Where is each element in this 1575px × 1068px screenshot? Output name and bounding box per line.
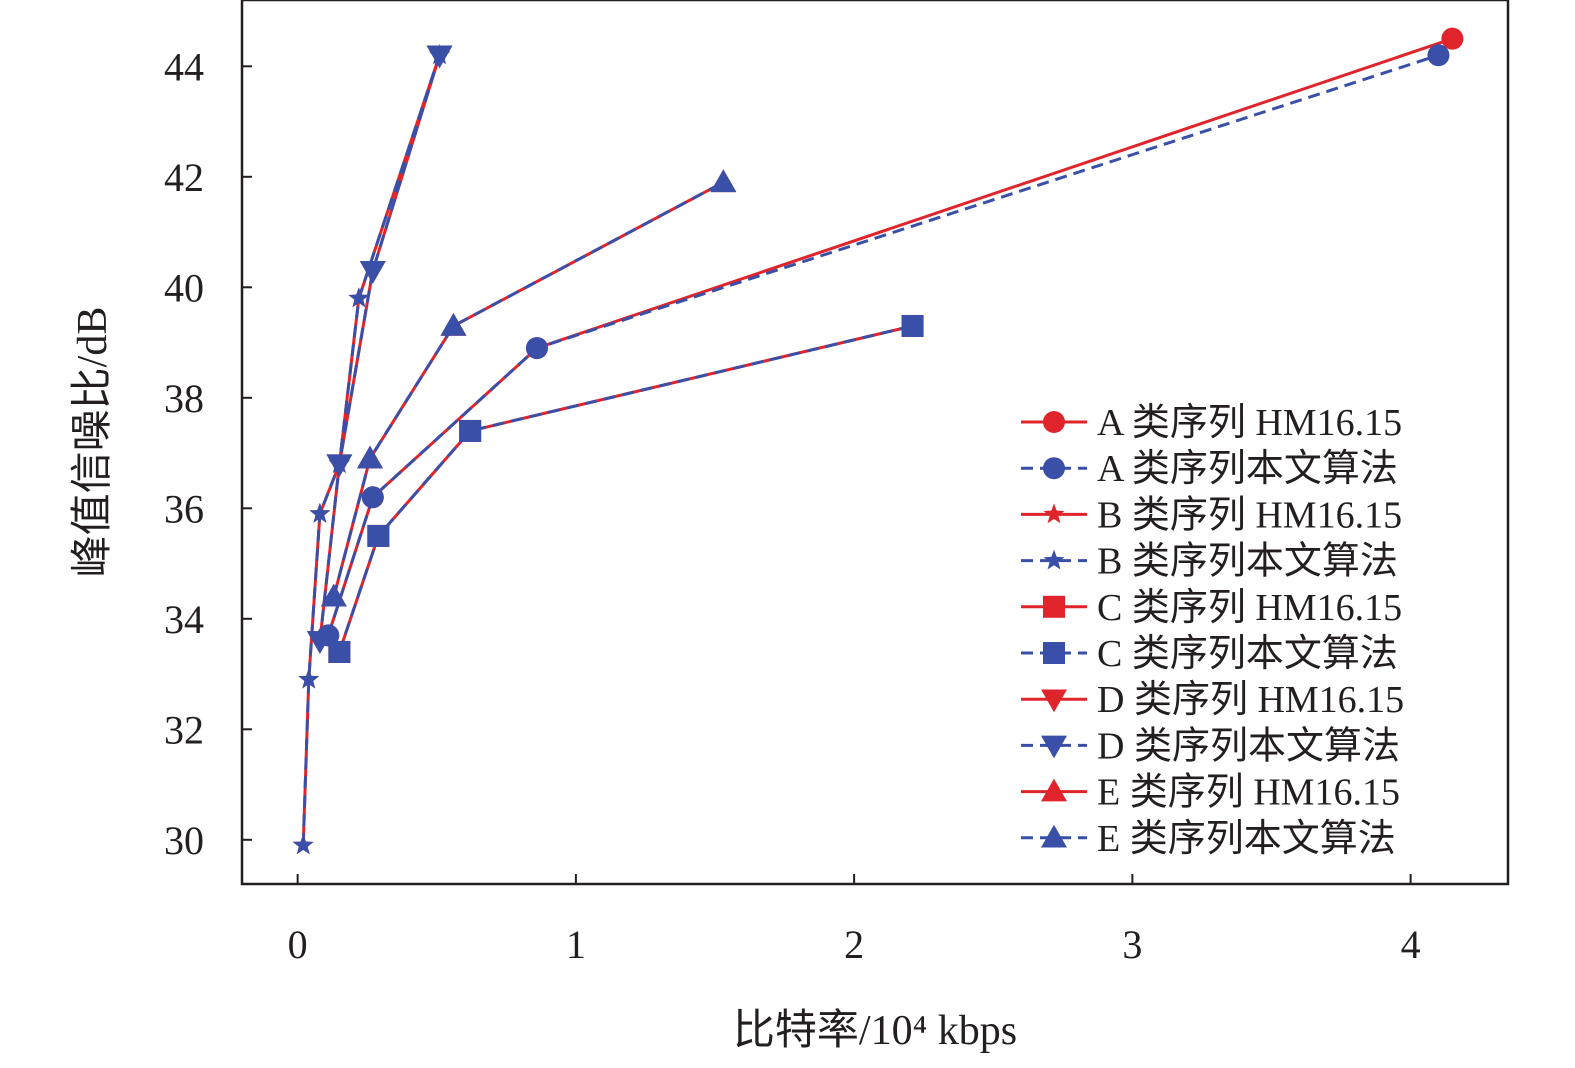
legend-marker <box>1043 642 1065 664</box>
legend-label: E 类序列 HM16.15 <box>1097 772 1400 814</box>
legend-label: C 类序列本文算法 <box>1097 633 1398 675</box>
legend-marker <box>1043 595 1065 618</box>
legend-marker <box>1043 457 1065 480</box>
legend-label: A 类序列本文算法 <box>1097 448 1398 490</box>
legend-marker <box>1041 689 1067 713</box>
series-line-d-proposed <box>318 54 441 642</box>
legend-label: B 类序列本文算法 <box>1097 541 1398 583</box>
x-tick-label: 3 <box>1122 922 1142 967</box>
y-tick-label: 38 <box>164 376 204 421</box>
y-tick-label: 34 <box>164 597 204 642</box>
data-point-a-proposed <box>361 486 384 509</box>
x-tick-label: 2 <box>844 922 864 967</box>
x-axis-label: 比特率/10⁴ kbps <box>733 1007 1017 1054</box>
data-point-a-proposed <box>1427 44 1450 67</box>
data-point-d-proposed <box>426 45 453 69</box>
y-tick-label: 30 <box>164 818 204 863</box>
series-line-c-hm <box>337 324 913 653</box>
legend-label: E 类序列本文算法 <box>1097 818 1396 860</box>
data-point-e-proposed <box>356 445 383 469</box>
y-axis-label: 峰值信噪比/dB <box>70 307 116 578</box>
series-line-e-hm <box>332 181 725 598</box>
x-axis: 0 1 2 3 4 <box>288 874 1421 967</box>
legend-marker <box>1043 549 1065 570</box>
data-point-e-proposed <box>320 583 347 607</box>
data-point-d-proposed <box>326 454 353 478</box>
data-point-c-proposed <box>328 640 351 663</box>
series-line-a-proposed <box>326 53 1439 636</box>
data-point-a-hm <box>1441 27 1464 50</box>
legend-label: D 类序列 HM16.15 <box>1097 679 1404 721</box>
data-point-b-proposed <box>348 287 370 308</box>
legend-marker <box>1043 411 1065 433</box>
data-point-b-proposed <box>298 668 320 689</box>
legend-label: D 类序列本文算法 <box>1097 725 1400 767</box>
legend-label: A 类序列 HM16.15 <box>1097 402 1402 444</box>
data-point-b-proposed <box>309 502 331 523</box>
x-tick-label: 1 <box>566 922 586 967</box>
series-layer <box>292 27 1464 855</box>
data-point-b-proposed <box>292 834 314 855</box>
data-point-d-proposed <box>359 260 386 284</box>
y-tick-label: 36 <box>164 486 204 531</box>
plot-frame <box>240 0 1510 886</box>
data-point-c-proposed <box>459 419 482 442</box>
y-tick-label: 40 <box>164 265 204 310</box>
x-tick-label: 4 <box>1401 922 1421 967</box>
data-point-d-proposed <box>306 631 333 654</box>
data-point-e-proposed <box>440 312 467 336</box>
legend-marker <box>1041 778 1067 802</box>
y-tick-label: 42 <box>164 155 204 200</box>
legend-marker <box>1041 735 1067 759</box>
data-point-c-proposed <box>901 314 924 337</box>
y-tick-label: 32 <box>164 707 204 752</box>
legend-marker <box>1043 503 1065 524</box>
y-tick-label: 44 <box>164 44 204 89</box>
series-line-e-proposed <box>332 181 725 598</box>
series-line-d-hm <box>318 54 441 642</box>
y-axis: 30 32 34 36 38 40 42 44 <box>164 44 252 863</box>
legend-marker <box>1041 824 1067 848</box>
legend-label: C 类序列 HM16.15 <box>1097 587 1402 629</box>
series-line-c-proposed <box>337 324 913 653</box>
series-line-b-proposed <box>301 54 441 846</box>
legend-label: B 类序列 HM16.15 <box>1097 494 1402 536</box>
data-point-e-proposed <box>710 169 737 193</box>
x-tick-label: 0 <box>288 922 308 967</box>
data-point-a-proposed <box>525 337 548 360</box>
data-point-c-proposed <box>367 524 390 547</box>
